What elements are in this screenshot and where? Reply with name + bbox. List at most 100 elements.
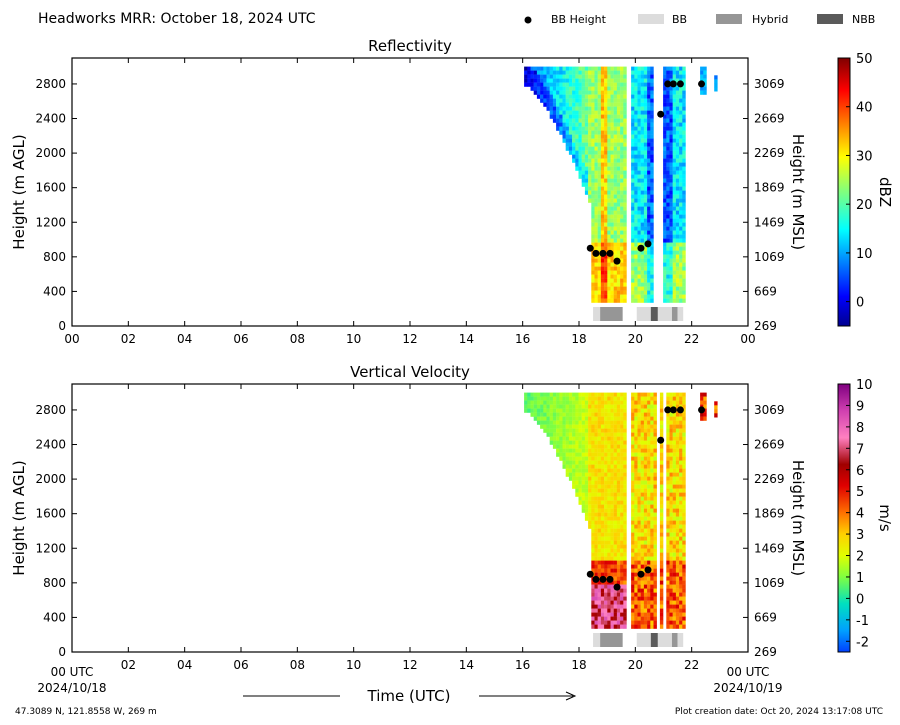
heatmap-cell	[524, 400, 528, 405]
heatmap-cell	[578, 134, 582, 139]
heatmap-cell	[650, 412, 654, 417]
heatmap-cell	[634, 488, 638, 493]
heatmap-cell	[672, 416, 677, 421]
heatmap-cell	[650, 596, 654, 601]
heatmap-cell	[610, 488, 614, 493]
heatmap-cell	[604, 408, 608, 413]
heatmap-cell	[565, 412, 570, 417]
heatmap-cell	[679, 452, 683, 457]
heatmap-cell	[572, 82, 576, 87]
heatmap-cell	[675, 540, 680, 545]
heatmap-cell	[666, 520, 670, 525]
heatmap-cell	[600, 592, 605, 597]
heatmap-cell	[650, 600, 654, 605]
heatmap-cell	[679, 528, 683, 533]
heatmap-cell	[588, 170, 592, 175]
heatmap-cell	[572, 424, 576, 429]
heatmap-cell	[643, 436, 648, 441]
heatmap-cell	[682, 536, 686, 541]
heatmap-cell	[672, 214, 677, 219]
heatmap-cell	[620, 616, 624, 621]
heatmap-cell	[643, 600, 648, 605]
heatmap-cell	[637, 282, 641, 287]
heatmap-cell	[594, 118, 598, 123]
heatmap-cell	[620, 158, 624, 163]
heatmap-cell	[669, 78, 673, 83]
heatmap-cell	[613, 524, 618, 529]
heatmap-cell	[623, 290, 627, 295]
heatmap-cell	[604, 78, 608, 83]
heatmap-cell	[604, 170, 608, 175]
heatmap-cell	[631, 476, 635, 481]
heatmap-cell	[613, 170, 618, 175]
heatmap-cell	[640, 564, 645, 569]
heatmap-cell	[653, 552, 657, 557]
heatmap-cell	[613, 274, 618, 279]
heatmap-cell	[623, 420, 627, 425]
heatmap-cell	[637, 238, 641, 243]
x-tick-label: 18	[571, 332, 586, 346]
y-tick-label-right: 2669	[754, 112, 785, 126]
heatmap-cell	[620, 126, 624, 131]
heatmap-cell	[591, 294, 595, 299]
heatmap-cell	[591, 540, 595, 545]
heatmap-cell	[682, 472, 686, 477]
heatmap-cell	[620, 190, 624, 195]
y-tick-label: 0	[58, 319, 66, 333]
heatmap-cell	[591, 146, 595, 151]
heatmap-cell	[610, 588, 614, 593]
heatmap-cell	[679, 520, 683, 525]
heatmap-cell	[591, 218, 595, 223]
heatmap-cell	[588, 162, 592, 167]
heatmap-cell	[610, 572, 614, 577]
heatmap-cell	[620, 298, 624, 303]
heatmap-cell	[591, 238, 595, 243]
heatmap-cell	[682, 74, 686, 79]
legend-swatch-nbb	[817, 14, 843, 24]
heatmap-cell	[604, 182, 608, 187]
heatmap-cell	[666, 70, 670, 75]
heatmap-cell	[568, 130, 573, 135]
heatmap-cell	[669, 560, 673, 565]
heatmap-cell	[631, 246, 635, 251]
heatmap-cell	[572, 480, 576, 485]
heatmap-cell	[575, 126, 579, 131]
heatmap-cell	[588, 476, 592, 481]
heatmap-cell	[650, 520, 654, 525]
heatmap-cell	[679, 416, 683, 421]
heatmap-cell	[572, 456, 576, 461]
heatmap-cell	[584, 78, 589, 83]
heatmap-cell	[607, 524, 611, 529]
heatmap-cell	[631, 556, 635, 561]
heatmap-cell	[682, 202, 686, 207]
heatmap-cell	[546, 416, 550, 421]
heatmap-cell	[597, 564, 602, 569]
heatmap-cell	[604, 230, 608, 235]
heatmap-cell	[530, 396, 534, 401]
heatmap-cell	[581, 182, 586, 187]
heatmap-cell	[565, 448, 570, 453]
heatmap-cell	[682, 218, 686, 223]
heatmap-cell	[578, 150, 582, 155]
heatmap-cell	[672, 226, 677, 231]
heatmap-cell	[647, 194, 651, 199]
heatmap-cell	[672, 392, 677, 397]
heatmap-cell	[650, 564, 654, 569]
heatmap-cell	[588, 146, 592, 151]
heatmap-cell	[623, 118, 627, 123]
heatmap-cell	[659, 576, 664, 581]
heatmap-cell	[679, 182, 683, 187]
heatmap-cell	[640, 492, 645, 497]
heatmap-cell	[616, 282, 621, 287]
heatmap-cell	[672, 270, 677, 275]
heatmap-cell	[620, 198, 624, 203]
heatmap-cell	[597, 246, 602, 251]
heatmap-cell	[637, 110, 641, 115]
heatmap-cell	[623, 262, 627, 267]
heatmap-cell	[616, 488, 621, 493]
heatmap-cell	[546, 424, 550, 429]
heatmap-cell	[594, 416, 598, 421]
heatmap-cell	[597, 178, 602, 183]
heatmap-cell	[597, 476, 602, 481]
heatmap-cell	[581, 456, 586, 461]
